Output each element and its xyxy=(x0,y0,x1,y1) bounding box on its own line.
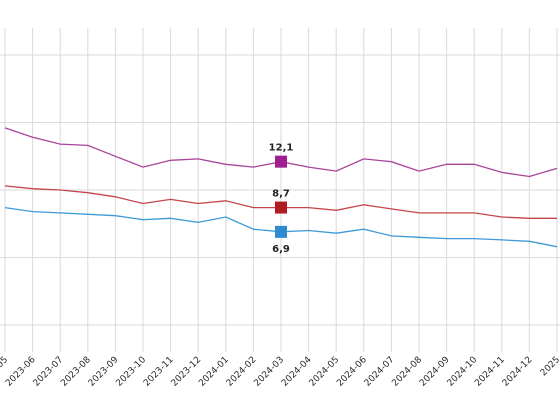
series-1-data-label: 12,1 xyxy=(269,143,294,154)
data-labels: 12,1 8,7 6,9 xyxy=(269,143,294,255)
series-3-data-label: 6,9 xyxy=(272,244,290,255)
series-3-marker xyxy=(275,225,287,238)
x-tick-label: 2025 xyxy=(539,355,560,378)
x-axis-ticks: 052023-062023-072023-082023-092023-10202… xyxy=(0,355,560,389)
series-2-data-label: 8,7 xyxy=(272,189,290,200)
x-tick-label: 2024-12 xyxy=(501,355,535,389)
highlight-markers xyxy=(275,155,287,238)
series-1-marker xyxy=(275,155,287,168)
series-2-marker xyxy=(275,201,287,214)
chart-grid xyxy=(0,28,560,352)
x-tick-label: 05 xyxy=(0,355,10,370)
